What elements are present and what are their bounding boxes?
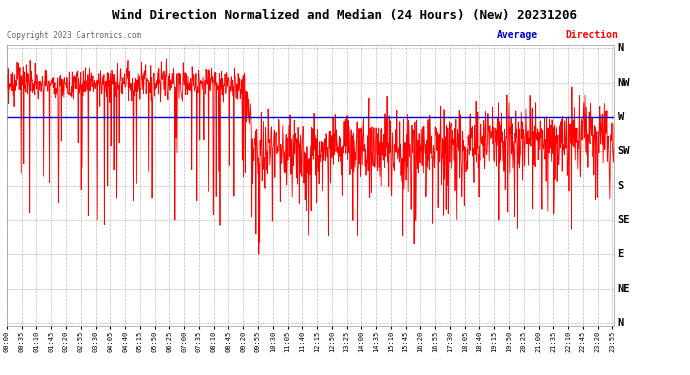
Text: S: S: [618, 181, 624, 190]
Text: E: E: [618, 249, 624, 259]
Text: N: N: [618, 318, 624, 328]
Text: W: W: [618, 112, 624, 122]
Text: Direction: Direction: [566, 30, 619, 40]
Text: SW: SW: [618, 146, 630, 156]
Text: NW: NW: [618, 78, 630, 88]
Text: NE: NE: [618, 284, 630, 294]
Text: N: N: [618, 44, 624, 53]
Text: SE: SE: [618, 215, 630, 225]
Text: Average: Average: [497, 30, 538, 40]
Text: Copyright 2023 Cartronics.com: Copyright 2023 Cartronics.com: [7, 32, 141, 40]
Text: Wind Direction Normalized and Median (24 Hours) (New) 20231206: Wind Direction Normalized and Median (24…: [112, 9, 578, 22]
